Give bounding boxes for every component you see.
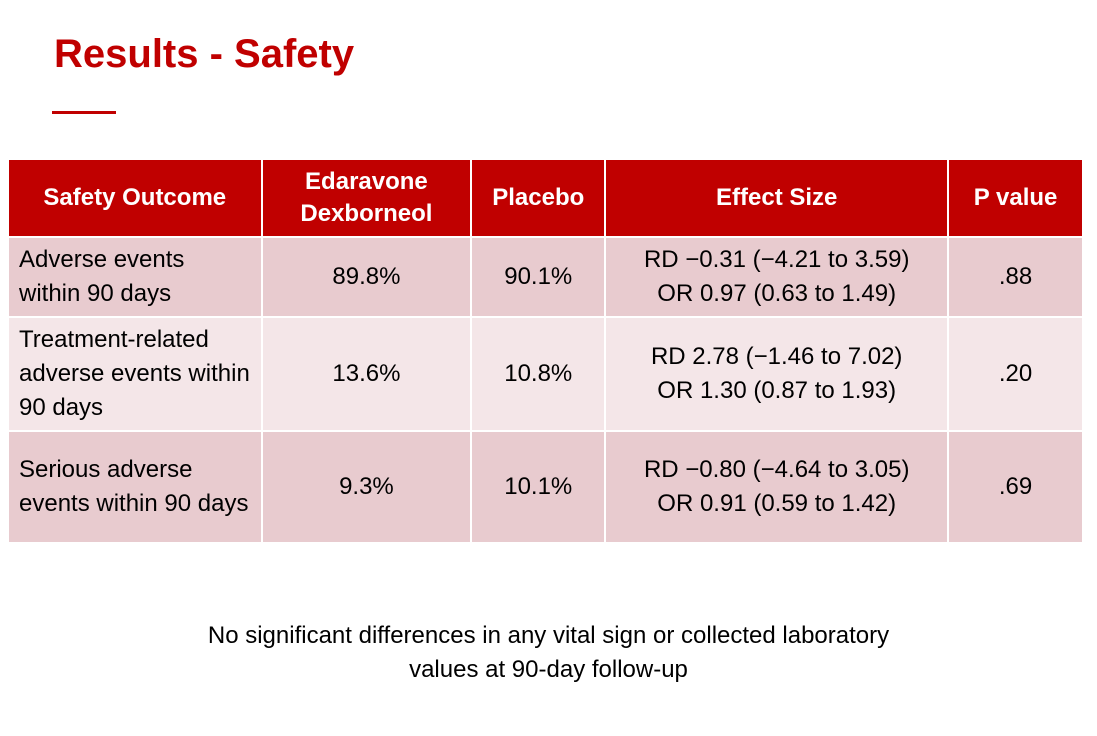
table-header-row: Safety Outcome Edaravone Dexborneol Plac…	[7, 158, 1084, 238]
cell-drug-rate: 89.8%	[260, 236, 473, 318]
effect-rd: RD 2.78 (−1.46 to 7.02)	[650, 343, 903, 370]
header-placebo: Placebo	[470, 158, 607, 238]
footnote: No significant differences in any vital …	[0, 619, 1097, 687]
cell-p-value: .20	[947, 316, 1084, 432]
cell-drug-rate: 13.6%	[260, 316, 473, 432]
effect-or: OR 0.91 (0.59 to 1.42)	[657, 490, 897, 517]
cell-p-value: .88	[947, 236, 1084, 318]
cell-drug-rate: 9.3%	[260, 430, 473, 544]
effect-or: OR 1.30 (0.87 to 1.93)	[657, 377, 897, 404]
table-row: Serious adverse events within 90 days 9.…	[7, 430, 1084, 544]
cell-placebo-rate: 90.1%	[470, 236, 607, 318]
footnote-line1: No significant differences in any vital …	[207, 622, 890, 649]
cell-effect-size: RD −0.31 (−4.21 to 3.59) OR 0.97 (0.63 t…	[604, 236, 950, 318]
page-title: Results - Safety	[54, 32, 355, 76]
header-effect-size: Effect Size	[604, 158, 950, 238]
footnote-line2: values at 90-day follow-up	[409, 656, 688, 683]
effect-rd: RD −0.31 (−4.21 to 3.59)	[643, 246, 910, 273]
title-underline	[52, 111, 116, 114]
header-p-value: P value	[947, 158, 1084, 238]
header-drug-line1: Edaravone	[305, 168, 428, 195]
table-row: Treatment-related adverse events within …	[7, 316, 1084, 432]
cell-outcome: Treatment-related adverse events within …	[7, 316, 263, 432]
cell-placebo-rate: 10.1%	[470, 430, 607, 544]
cell-outcome: Serious adverse events within 90 days	[7, 430, 263, 544]
cell-outcome: Adverse events within 90 days	[7, 236, 263, 318]
cell-placebo-rate: 10.8%	[470, 316, 607, 432]
header-edaravone-dexborneol: Edaravone Dexborneol	[260, 158, 473, 238]
table-row: Adverse events within 90 days 89.8% 90.1…	[7, 236, 1084, 318]
header-drug-line2: Dexborneol	[300, 200, 433, 227]
safety-table: Safety Outcome Edaravone Dexborneol Plac…	[7, 158, 1084, 544]
cell-p-value: .69	[947, 430, 1084, 544]
cell-effect-size: RD −0.80 (−4.64 to 3.05) OR 0.91 (0.59 t…	[604, 430, 950, 544]
effect-or: OR 0.97 (0.63 to 1.49)	[657, 280, 897, 307]
cell-effect-size: RD 2.78 (−1.46 to 7.02) OR 1.30 (0.87 to…	[604, 316, 950, 432]
effect-rd: RD −0.80 (−4.64 to 3.05)	[643, 456, 910, 483]
header-safety-outcome: Safety Outcome	[7, 158, 263, 238]
